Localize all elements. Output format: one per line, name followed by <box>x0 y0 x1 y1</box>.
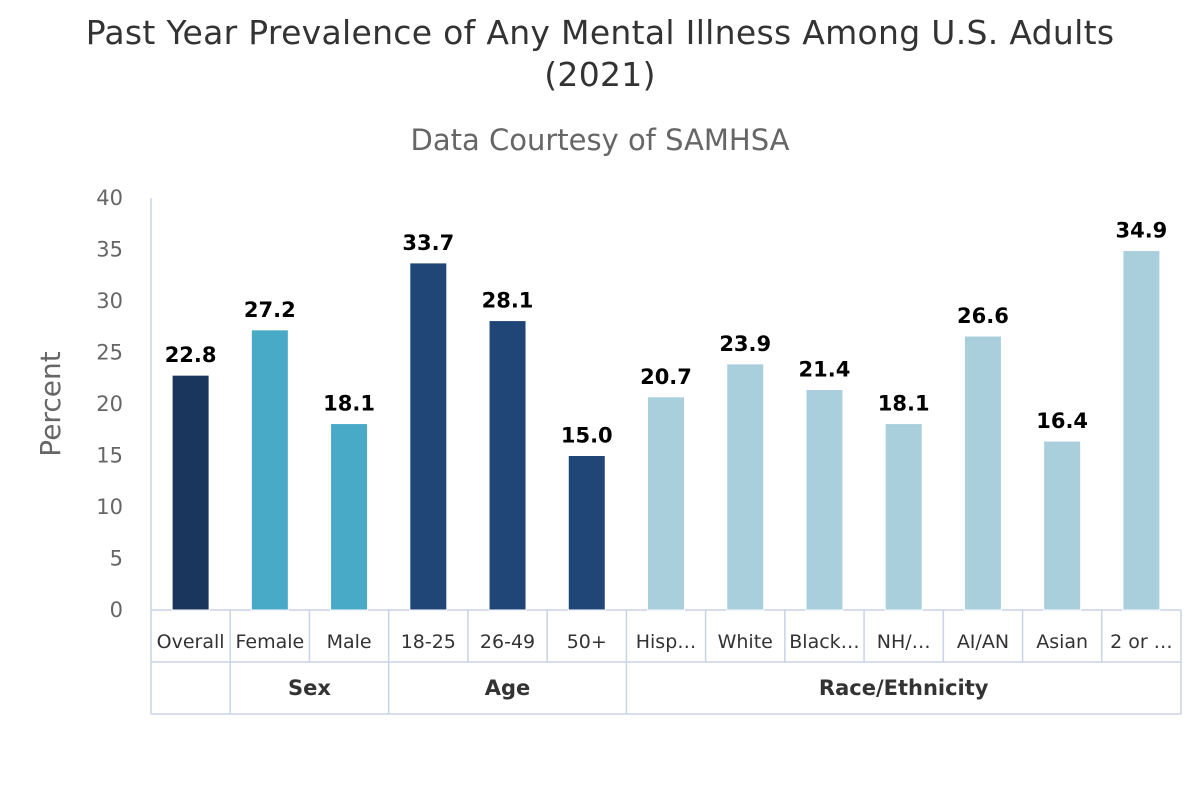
bar <box>1043 440 1082 611</box>
bar <box>1122 250 1161 611</box>
y-tick-label: 20 <box>96 392 123 416</box>
y-tick-label: 35 <box>96 238 123 262</box>
bar <box>171 374 210 611</box>
bar <box>884 423 923 611</box>
bar <box>567 455 606 611</box>
y-axis-title: Percent <box>34 351 67 456</box>
data-label: 16.4 <box>1036 409 1088 433</box>
bar <box>330 423 369 611</box>
chart-title-line-1: Past Year Prevalence of Any Mental Illne… <box>85 13 1115 52</box>
group-label: Age <box>485 676 531 700</box>
category-label: AI/AN <box>957 631 1009 653</box>
category-label: White <box>718 631 773 653</box>
data-label: 22.8 <box>165 343 217 367</box>
data-label: 34.9 <box>1115 219 1167 243</box>
category-label: 50+ <box>567 631 607 653</box>
y-tick-label: 25 <box>96 341 123 365</box>
chart-title-line-2: (2021) <box>544 55 656 94</box>
data-label: 20.7 <box>640 365 692 389</box>
data-label: 18.1 <box>878 392 930 416</box>
data-label: 27.2 <box>244 298 296 322</box>
category-label: 18-25 <box>401 631 456 653</box>
data-label: 26.6 <box>957 304 1009 328</box>
data-label: 33.7 <box>402 231 454 255</box>
category-label: NH/… <box>877 631 931 653</box>
data-label: 15.0 <box>561 424 613 448</box>
bar <box>250 329 289 611</box>
category-label: Hisp… <box>636 631 697 653</box>
y-tick-label: 30 <box>96 289 123 313</box>
y-tick-label: 0 <box>110 598 123 622</box>
bar <box>805 389 844 611</box>
y-tick-label: 40 <box>96 186 123 210</box>
category-label: 26-49 <box>480 631 535 653</box>
y-tick-label: 15 <box>96 444 123 468</box>
bar <box>647 396 685 611</box>
data-label: 23.9 <box>719 332 771 356</box>
y-tick-label: 5 <box>110 547 123 571</box>
category-label: 2 or … <box>1110 631 1173 653</box>
group-label: Race/Ethnicity <box>819 676 989 700</box>
bar <box>726 363 765 611</box>
group-label: Sex <box>288 676 331 700</box>
data-label: 18.1 <box>323 392 375 416</box>
data-label: 21.4 <box>799 358 851 382</box>
bar <box>963 335 1002 611</box>
category-label: Asian <box>1036 631 1088 653</box>
category-label: Black… <box>789 631 859 653</box>
category-label: Female <box>235 631 304 653</box>
data-label: 28.1 <box>482 289 534 313</box>
category-label: Overall <box>157 631 225 653</box>
chart-subtitle: Data Courtesy of SAMHSA <box>410 123 790 157</box>
bar <box>409 262 448 611</box>
bar <box>488 320 527 611</box>
y-tick-label: 10 <box>96 495 123 519</box>
chart-title: Past Year Prevalence of Any Mental Illne… <box>0 12 1200 96</box>
category-label: Male <box>327 631 372 653</box>
